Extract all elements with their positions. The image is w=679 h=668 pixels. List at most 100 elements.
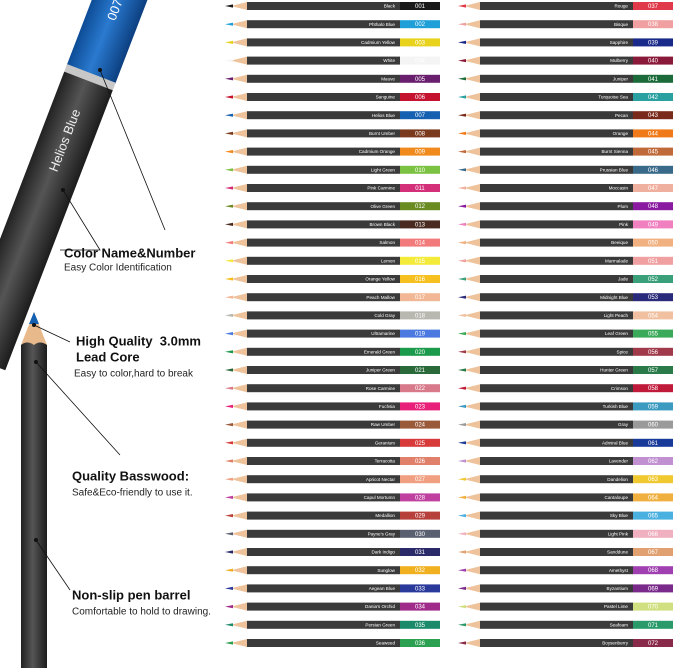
pencil-cap <box>633 566 673 575</box>
pencil-wood <box>231 256 247 265</box>
pencil-wood <box>464 529 480 538</box>
pencil-name: Burnt Sienna <box>601 149 628 154</box>
pencil-lead <box>225 113 233 117</box>
pencil-cap <box>633 529 673 538</box>
pencil-lead <box>458 532 466 536</box>
pencil-barrel <box>247 420 400 429</box>
pencil-name: Dania's Orchid <box>365 604 395 609</box>
pencil-number: 032 <box>415 568 426 574</box>
pencil-barrel <box>247 529 400 538</box>
pencil-lead <box>458 495 466 499</box>
pencil-cap <box>400 347 440 356</box>
pencil-name: Burnt Umber <box>369 131 396 136</box>
pencil-lead <box>458 77 466 81</box>
pencil: Bisque 038 <box>458 20 673 29</box>
pencil: Burnt Umber 008 <box>225 129 440 138</box>
pencil-lead <box>458 259 466 263</box>
pencil: Beeique 050 <box>458 238 673 247</box>
pencil-wood <box>464 620 480 629</box>
pencil-number: 043 <box>648 113 659 119</box>
pencil-wood <box>231 293 247 302</box>
pencil: Turkish Blue 059 <box>458 402 673 411</box>
pencil-barrel <box>480 420 633 429</box>
pencil-lead <box>458 641 466 645</box>
pencil-wood <box>464 457 480 465</box>
feature-subtitle: Easy to color,hard to break <box>74 369 194 380</box>
pencil-cap <box>400 620 440 629</box>
pencil-barrel <box>480 548 633 556</box>
pencil-name: Rouge <box>614 4 628 9</box>
pencil-barrel <box>247 347 400 356</box>
pencil-name: Cold Gray <box>374 313 395 318</box>
pencil-name: Sunglow <box>377 568 395 573</box>
pencil-cap <box>400 420 440 429</box>
pencil-name: Helios Blue <box>372 113 396 118</box>
pencil-number: 003 <box>415 40 426 46</box>
pencil-lead <box>458 295 466 299</box>
pencil-wood <box>464 129 480 138</box>
pencil-number: 030 <box>415 532 426 538</box>
pencil-lead <box>458 550 466 554</box>
pencil-cap <box>400 165 440 174</box>
pencil-number: 052 <box>648 277 659 283</box>
pencil: Sunglow 032 <box>225 566 440 575</box>
pencil-barrel <box>247 275 400 283</box>
pencil-name: Pastel Lime <box>604 604 628 609</box>
pencil: Emerald Green 020 <box>225 347 440 356</box>
pencil-lead <box>225 477 233 481</box>
pencil-number: 039 <box>648 40 659 46</box>
pencil-lead <box>225 168 233 172</box>
pencil-name: Black <box>384 4 396 9</box>
pencil-barrel <box>480 366 633 374</box>
pencil-name: Raw Umber <box>371 422 396 427</box>
pencil-name: Fuchsia <box>379 404 396 409</box>
pencil: Juniper 041 <box>458 74 673 83</box>
pencil-number: 040 <box>648 59 659 65</box>
pencil-number: 071 <box>648 623 659 629</box>
pencil-number: 041 <box>648 77 659 83</box>
pencil: Pastel Lime 070 <box>458 602 673 611</box>
pencil-lead <box>225 423 233 427</box>
pencil-number: 058 <box>648 386 659 392</box>
pointer-lines <box>32 68 166 591</box>
pencil-barrel <box>480 20 633 29</box>
pencil-lead <box>225 532 233 536</box>
pencil-lead <box>458 350 466 354</box>
pencil-lead <box>225 623 233 627</box>
pencil-number: 059 <box>648 404 659 410</box>
pencil-name: Prussian Blue <box>600 167 629 172</box>
pencil-name: Cantaloupe <box>605 495 629 500</box>
pencil-cap <box>400 275 440 283</box>
pencil-number: 027 <box>415 477 426 483</box>
pencil-name: Sanguine <box>376 95 396 100</box>
pencil-name: Light Peach <box>604 313 629 318</box>
pencil-number: 018 <box>415 313 426 319</box>
pencil-number: 042 <box>648 95 659 101</box>
pencil-name: Admiral Blue <box>602 440 628 445</box>
pencil-number: 063 <box>648 477 659 483</box>
pencil-wood <box>231 311 247 320</box>
pencil-barrel <box>247 184 400 192</box>
pencil-name: Turkish Blue <box>603 404 629 409</box>
pencil-lead <box>458 95 466 99</box>
pencil-lead <box>458 150 466 154</box>
pencil-wood <box>231 529 247 538</box>
pencil: Moccasin 047 <box>458 184 673 192</box>
pencil-lead <box>225 277 233 281</box>
pencil-cap <box>400 129 440 138</box>
pencil-barrel <box>247 20 400 29</box>
pencil-name: Gray <box>618 422 629 427</box>
pencil-lead <box>458 113 466 117</box>
pencil-lead <box>458 514 466 518</box>
pencil-barrel <box>247 74 400 83</box>
pencil-wood <box>464 38 480 47</box>
pencil-barrel <box>247 256 400 265</box>
pencil-list: Black 001 Phthalo Blue 002 Cadmium Yellow 003… <box>225 2 673 647</box>
pencil-cap <box>633 511 673 520</box>
pencil-cap <box>400 511 440 520</box>
pencil-cap <box>400 238 440 247</box>
pencil: Pecan 043 <box>458 111 673 120</box>
pencil-name: Apricot Nectar <box>366 477 396 482</box>
pencil-wood <box>231 602 247 611</box>
pencil: Sanddune 067 <box>458 548 673 556</box>
